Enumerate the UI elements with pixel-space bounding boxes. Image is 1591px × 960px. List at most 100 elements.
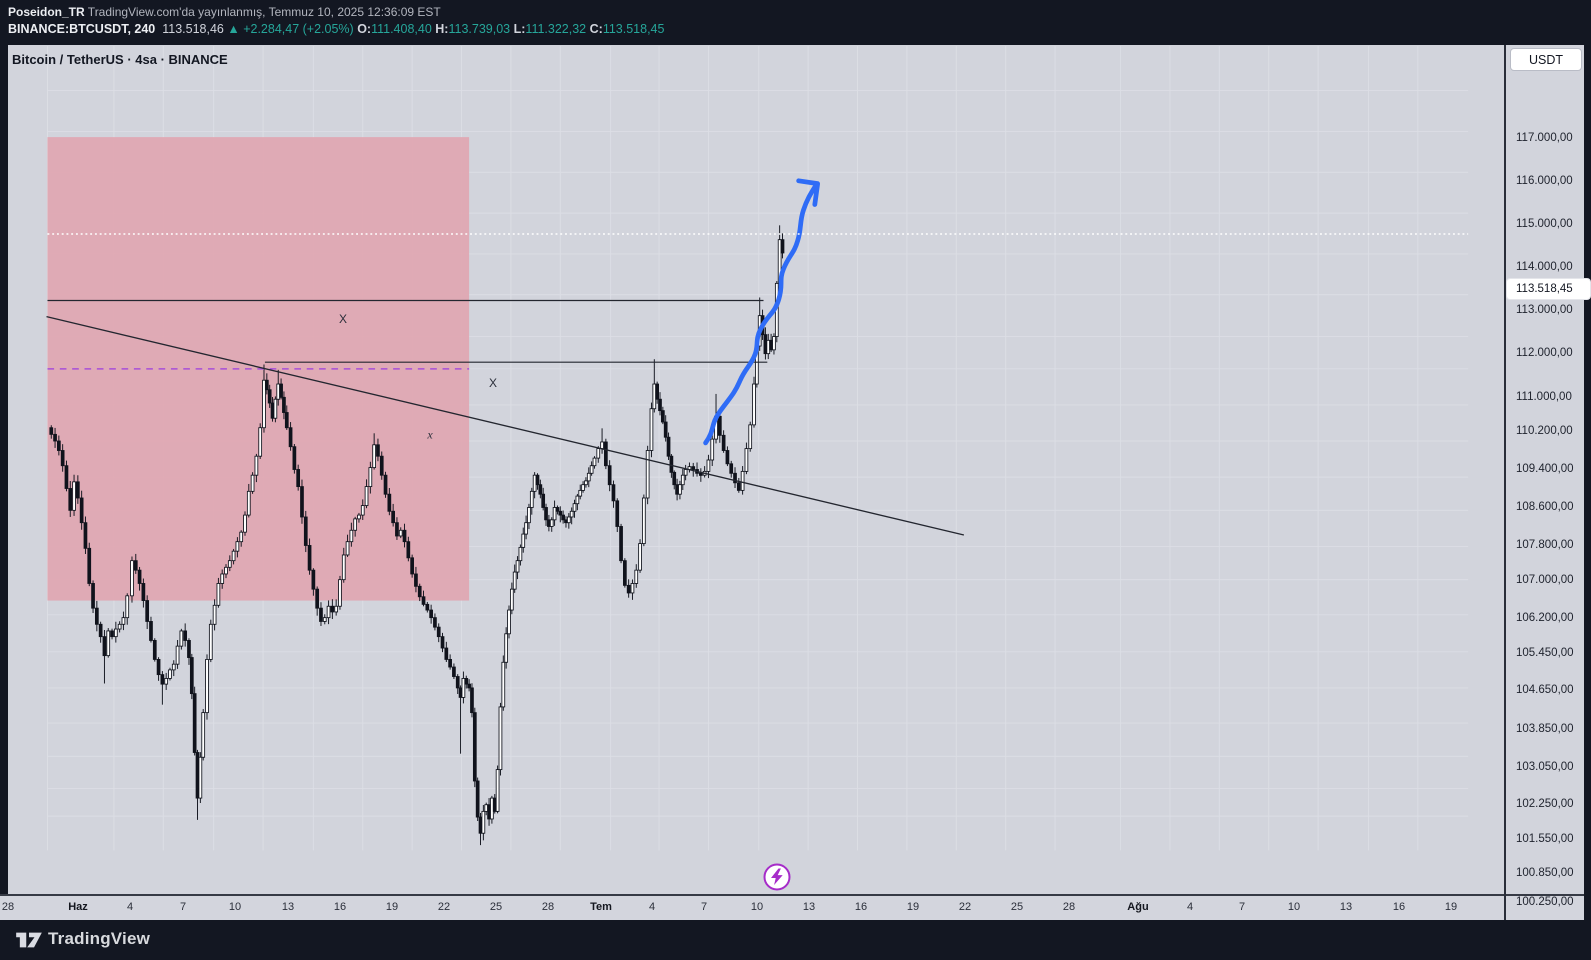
candle-down xyxy=(698,472,703,476)
candle-up xyxy=(326,605,331,619)
candle-down xyxy=(300,486,304,518)
candle-up xyxy=(338,579,342,607)
candle-up xyxy=(117,623,122,630)
candle-up xyxy=(360,505,365,516)
time-tick-label: 22 xyxy=(958,901,972,913)
candle-up xyxy=(461,677,466,698)
tradingview-logo-icon xyxy=(16,932,42,948)
candle-up xyxy=(334,605,339,613)
time-tick-label: 13 xyxy=(802,901,816,913)
candle-down xyxy=(729,463,734,474)
price-tick-label: 114.000,00 xyxy=(1516,261,1573,273)
boost-lightning-button[interactable] xyxy=(763,863,791,891)
candle-down xyxy=(763,334,768,355)
candle-up xyxy=(106,630,111,657)
price-tick-label: 107.000,00 xyxy=(1516,574,1574,586)
candle-up xyxy=(481,810,486,834)
chart-widget[interactable]: Bitcoin / TetherUS · 4sa · BINANCE USDT … xyxy=(0,45,1590,918)
tradingview-wordmark: TradingView xyxy=(48,929,151,948)
candle-down xyxy=(455,676,460,689)
candle-down xyxy=(444,647,449,660)
candle-down xyxy=(669,455,674,473)
time-scale[interactable]: 28 Haz 4 7 10 13 16 19 22 25 28 Tem 4 7 10 13 16 19 22 25 28… xyxy=(0,894,1584,920)
candle-down xyxy=(87,547,92,584)
candle-down xyxy=(94,607,99,625)
candle-down xyxy=(402,529,407,543)
candle-up xyxy=(121,617,126,625)
candle-down xyxy=(717,415,722,436)
price-tick-label: 108.600,00 xyxy=(1516,501,1574,513)
descending-trendline[interactable] xyxy=(46,315,965,536)
projection-arrow[interactable] xyxy=(703,183,819,446)
publish-header: Poseidon_TR TradingView.com'da yayınlanm… xyxy=(0,0,1591,45)
candle-up xyxy=(364,486,369,507)
candle-down xyxy=(429,609,433,619)
candle-up xyxy=(683,469,688,476)
candle-down xyxy=(284,412,289,429)
candle-up xyxy=(638,543,642,571)
candle-down xyxy=(137,569,142,584)
x-annotation-label: x xyxy=(427,427,433,442)
candle-up xyxy=(581,484,585,491)
time-tick-label: 13 xyxy=(281,901,295,913)
candle-up xyxy=(171,663,176,671)
candle-up xyxy=(507,609,511,635)
candle-down xyxy=(264,379,269,391)
candle-up xyxy=(645,450,650,499)
candle-up xyxy=(578,489,583,497)
price-tick-label: 103.050,00 xyxy=(1516,761,1574,773)
candle-down xyxy=(691,466,696,470)
candle-down xyxy=(110,630,114,638)
candle-up xyxy=(216,583,221,606)
candle-down xyxy=(733,472,737,484)
candle-down xyxy=(189,657,194,695)
x-annotation-label: X xyxy=(338,312,348,326)
candle-down xyxy=(780,239,785,254)
candle-up xyxy=(504,633,509,663)
candle-down xyxy=(292,446,297,470)
candle-down xyxy=(421,596,426,605)
price-tick-label: 116.000,00 xyxy=(1516,175,1573,187)
candle-up xyxy=(509,588,514,611)
candle-up xyxy=(246,490,251,516)
candle-down xyxy=(472,712,477,782)
candle-down xyxy=(303,516,308,546)
byline: Poseidon_TR TradingView.com'da yayınlanm… xyxy=(8,5,441,19)
candle-down xyxy=(561,514,565,521)
candle-down xyxy=(145,600,150,622)
price-tick-label: 100.250,00 xyxy=(1516,896,1574,908)
candle-up xyxy=(521,533,526,548)
candle-up xyxy=(398,529,403,537)
price-scale-border xyxy=(1504,45,1506,918)
candle-up xyxy=(205,659,209,714)
chart-canvas[interactable] xyxy=(0,45,1584,894)
low-label: L: xyxy=(513,22,526,36)
currency-toggle-button[interactable]: USDT xyxy=(1510,48,1582,71)
candle-up xyxy=(258,427,263,457)
candle-up xyxy=(512,571,517,590)
candle-up xyxy=(250,474,255,492)
time-tick-label: 25 xyxy=(489,901,503,913)
candle-down xyxy=(417,585,422,598)
low-value: 111.322,32 xyxy=(525,22,587,36)
time-tick-label: 10 xyxy=(228,901,242,913)
candle-up xyxy=(372,444,376,469)
lightning-icon xyxy=(771,868,783,885)
candle-up xyxy=(498,706,503,771)
time-tick-month-label: Haz xyxy=(68,901,88,913)
candle-up xyxy=(549,519,554,527)
price-tick-label: 115.000,00 xyxy=(1516,218,1573,230)
time-tick-label: 25 xyxy=(1010,901,1024,913)
candle-down xyxy=(160,674,165,685)
candle-down xyxy=(769,339,773,351)
candle-up xyxy=(575,495,580,505)
candle-down xyxy=(79,497,84,524)
high-value: 113.739,03 xyxy=(448,22,511,36)
candle-down xyxy=(383,474,388,495)
candle-down xyxy=(535,474,540,486)
candle-up xyxy=(680,474,685,486)
candle-up xyxy=(113,628,118,638)
candle-up xyxy=(357,514,361,520)
candle-down xyxy=(672,471,677,486)
price-tick-label: 117.000,00 xyxy=(1516,132,1573,144)
